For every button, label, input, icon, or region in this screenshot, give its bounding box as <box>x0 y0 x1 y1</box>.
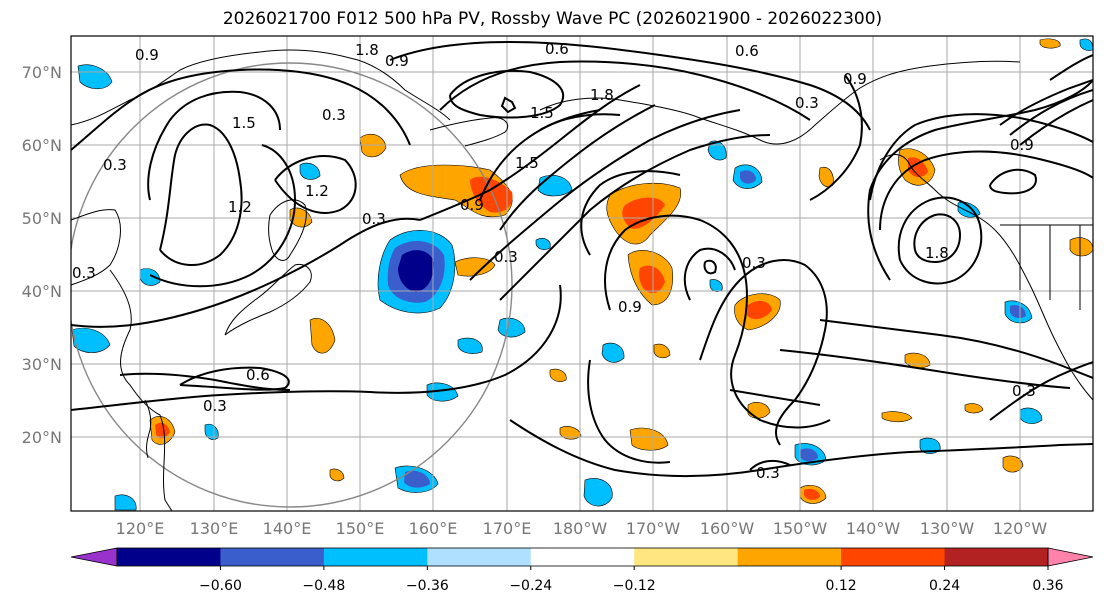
contour-label: 0.3 <box>795 94 819 112</box>
colorbar-tick-label: −0.36 <box>406 578 449 594</box>
contour-label: 0.9 <box>843 70 867 88</box>
colorbar-segment <box>530 548 635 566</box>
map-area: 0.9 1.8 0.9 0.6 0.6 0.9 0.3 1.5 1.8 1.5 … <box>71 36 1093 511</box>
colorbar-tick-label: −0.24 <box>509 578 552 594</box>
lon-label: 150°W <box>773 519 828 538</box>
colorbar-outline <box>116 547 1049 567</box>
lon-label: 140°W <box>846 519 901 538</box>
contour-label: 0.6 <box>246 366 270 384</box>
reference-circle <box>71 62 513 508</box>
map-title: 2026021700 F012 500 hPa PV, Rossby Wave … <box>222 9 883 29</box>
colorbar-tick-label: 0.12 <box>826 578 857 594</box>
lon-label: 170°E <box>483 519 532 538</box>
colorbar-tick-label: −0.60 <box>199 578 242 594</box>
contour-label: 0.3 <box>72 264 96 282</box>
contour-label: 0.3 <box>742 254 766 272</box>
contour-label: 1.8 <box>925 244 949 262</box>
latitude-labels: 70°N 60°N 50°N 40°N 30°N 20°N <box>22 63 62 447</box>
colorbar-arrow-right <box>1047 547 1094 567</box>
contour-label: 1.5 <box>515 154 539 172</box>
colorbar-tick-label: 0.36 <box>1032 578 1063 594</box>
contour-label: 0.6 <box>545 40 569 58</box>
lon-label: 130°E <box>190 519 239 538</box>
colorbar-segment <box>737 548 842 566</box>
lon-label: 150°E <box>336 519 385 538</box>
lon-label: 180°W <box>553 519 608 538</box>
colorbar-segment <box>634 548 739 566</box>
contour-label: 1.8 <box>355 41 379 59</box>
colorbar-tick-label: −0.12 <box>613 578 656 594</box>
lon-label: 130°W <box>920 519 975 538</box>
colorbar: −0.60−0.48−0.36−0.24−0.120.120.240.360.4… <box>70 547 1094 594</box>
lat-label: 20°N <box>22 428 62 447</box>
lon-label: 140°E <box>263 519 312 538</box>
colorbar-segment <box>220 548 325 566</box>
lat-label: 40°N <box>22 282 62 301</box>
contour-label: 0.6 <box>735 42 759 60</box>
contour-label: 0.9 <box>618 298 642 316</box>
lon-label: 160°W <box>700 519 755 538</box>
contour-label: 0.9 <box>385 52 409 70</box>
colorbar-tick-label: 0.24 <box>929 578 960 594</box>
contour-label: 1.8 <box>590 86 614 104</box>
contour-label: 0.3 <box>203 397 227 415</box>
contour-label: 0.3 <box>362 210 386 228</box>
contour-label: 1.5 <box>530 104 554 122</box>
contour-label: 1.2 <box>228 198 252 216</box>
contour-label: 1.5 <box>232 114 256 132</box>
colorbar-segment <box>944 548 1049 566</box>
contour-labels: 0.9 1.8 0.9 0.6 0.6 0.9 0.3 1.5 1.8 1.5 … <box>72 40 1036 482</box>
longitude-labels: 120°E 130°E 140°E 150°E 160°E 170°E 180°… <box>116 519 1048 538</box>
lon-label: 120°E <box>116 519 165 538</box>
lat-label: 30°N <box>22 355 62 374</box>
contour-label: 0.9 <box>1010 136 1034 154</box>
colorbar-segment <box>323 548 428 566</box>
lon-label: 160°E <box>409 519 458 538</box>
contour-label: 0.3 <box>1012 382 1036 400</box>
contour-label: 1.2 <box>305 182 329 200</box>
contour-label: 0.3 <box>103 156 127 174</box>
colorbar-segment <box>427 548 532 566</box>
lat-label: 60°N <box>22 136 62 155</box>
lon-label: 170°W <box>626 519 681 538</box>
colorbar-segment <box>117 548 221 566</box>
contour-label: 0.3 <box>756 464 780 482</box>
lon-label: 120°W <box>993 519 1048 538</box>
colorbar-tick-label: −0.48 <box>302 578 345 594</box>
pv-contours <box>71 40 1093 477</box>
contour-label: 0.3 <box>494 248 518 266</box>
lat-label: 50°N <box>22 209 62 228</box>
colorbar-segment <box>841 548 946 566</box>
contour-label: 0.3 <box>322 106 346 124</box>
lat-label: 70°N <box>22 63 62 82</box>
map-frame <box>70 35 1094 512</box>
contour-label: 0.9 <box>135 46 159 64</box>
contour-label: 0.9 <box>460 196 484 214</box>
coastlines <box>71 49 1093 511</box>
colorbar-arrow-left <box>70 547 118 567</box>
